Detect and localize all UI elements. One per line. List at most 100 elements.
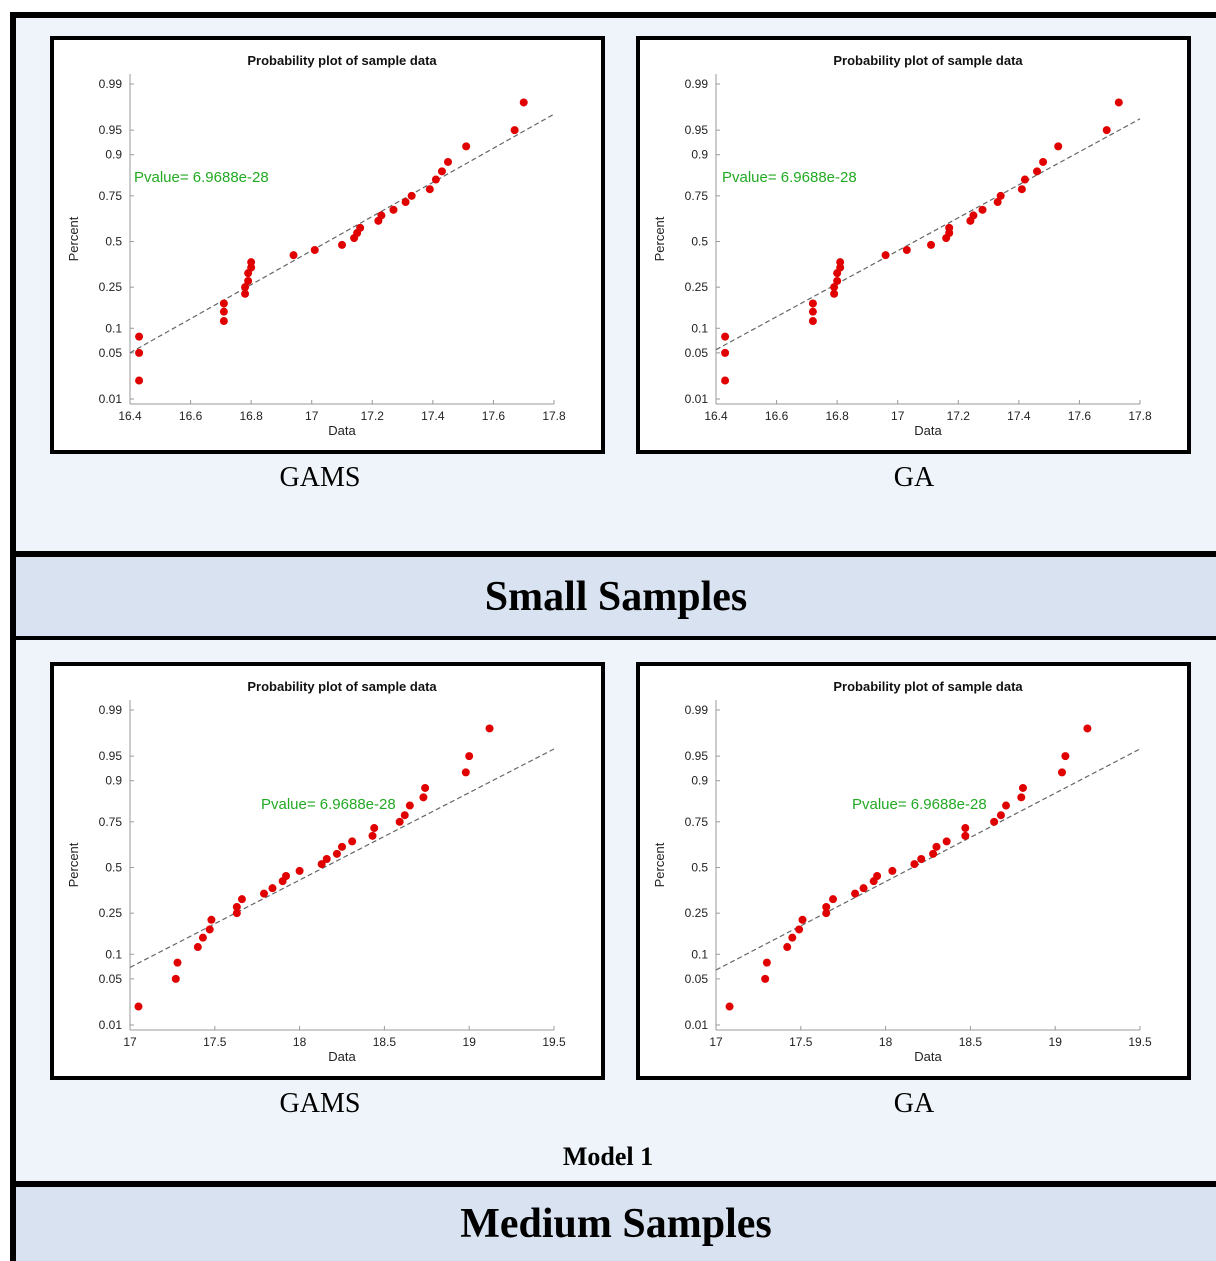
data-point <box>1114 98 1123 107</box>
y-tick-label: 0.25 <box>99 280 123 294</box>
x-tick-label: 16.6 <box>179 409 203 423</box>
x-tick-label: 17.2 <box>361 409 385 423</box>
x-tick-label: 17 <box>123 1035 137 1049</box>
probability-plot-small-gams: Probability plot of sample data 0.01 0.05 0… <box>66 53 566 438</box>
data-point <box>219 317 228 326</box>
data-point <box>431 175 440 184</box>
x-tick-label: 19 <box>463 1035 477 1049</box>
band-small-samples: Small Samples <box>10 551 1216 640</box>
y-tick-label: 0.25 <box>685 280 709 294</box>
caption-medium-ga: GA <box>893 1088 935 1119</box>
data-point <box>990 817 999 826</box>
data-point <box>232 902 241 911</box>
data-point <box>1054 142 1063 151</box>
data-point <box>377 211 386 220</box>
data-point <box>317 860 326 869</box>
x-tick-label: 19 <box>1049 1035 1063 1049</box>
fit-line <box>129 113 555 354</box>
data-point <box>851 889 860 898</box>
y-tick-label: 0.5 <box>105 861 122 875</box>
chart-panel-small-ga: Probability plot of sample data 0.01 0.05 0… <box>636 36 1191 454</box>
data-point <box>237 895 246 904</box>
y-tick-label: 0.1 <box>105 321 122 335</box>
data-point <box>932 842 941 851</box>
x-tick-label: 17 <box>891 409 905 423</box>
data-point <box>761 974 770 983</box>
y-axis-label: Percent <box>66 216 81 261</box>
data-point <box>205 925 214 934</box>
x-tick-label: 17.6 <box>482 409 506 423</box>
y-tick-label: 0.05 <box>99 346 123 360</box>
data-point <box>370 824 379 833</box>
x-tick-label: 18 <box>293 1035 307 1049</box>
x-tick-label: 16.4 <box>704 409 728 423</box>
y-axis-label: Percent <box>652 842 667 887</box>
x-tick-label: 19.5 <box>542 1035 566 1049</box>
y-tick-label: 0.5 <box>105 235 122 249</box>
data-point <box>822 902 831 911</box>
data-point <box>282 872 291 881</box>
y-tick-label: 0.75 <box>99 815 123 829</box>
data-point <box>927 240 936 249</box>
data-point <box>356 223 365 232</box>
data-point <box>400 811 409 820</box>
y-tick-label: 0.05 <box>99 972 123 986</box>
x-tick-label: 17 <box>709 1035 723 1049</box>
x-tick-label: 17.6 <box>1068 409 1092 423</box>
data-point <box>465 752 474 761</box>
data-point <box>873 872 882 881</box>
data-point <box>725 1002 734 1011</box>
data-point <box>1083 724 1092 733</box>
data-point <box>808 299 817 308</box>
data-point <box>917 854 926 863</box>
data-point <box>762 958 771 967</box>
data-point <box>1033 167 1042 176</box>
y-tick-label: 0.9 <box>105 774 122 788</box>
data-point <box>462 142 471 151</box>
x-axis-label: Data <box>328 1049 356 1064</box>
y-tick-label: 0.99 <box>99 77 123 91</box>
data-point <box>219 307 228 316</box>
probability-plot-small-ga: Probability plot of sample data 0.01 0.05 0… <box>652 53 1152 438</box>
chart-panel-small-gams: Probability plot of sample data 0.01 0.05 0… <box>50 36 605 454</box>
data-point <box>461 768 470 777</box>
data-point <box>134 1002 143 1011</box>
data-point <box>193 943 202 952</box>
data-point <box>310 246 319 255</box>
data-point <box>993 198 1002 207</box>
data-point <box>829 895 838 904</box>
data-point <box>173 958 182 967</box>
fit-line <box>129 748 555 968</box>
data-point <box>135 376 144 385</box>
data-point <box>485 724 494 733</box>
data-point <box>978 205 987 214</box>
data-point <box>241 289 250 298</box>
pvalue-annotation: Pvalue= 6.9688e-28 <box>852 796 987 813</box>
y-tick-label: 0.9 <box>691 148 708 162</box>
y-tick-label: 0.01 <box>685 1018 709 1032</box>
y-tick-label: 0.1 <box>105 947 122 961</box>
data-point <box>961 831 970 840</box>
y-tick-label: 0.25 <box>685 906 709 920</box>
y-tick-label: 0.95 <box>99 749 123 763</box>
pvalue-annotation: Pvalue= 6.9688e-28 <box>261 796 396 813</box>
data-point <box>822 909 831 918</box>
x-tick-label: 18 <box>879 1035 893 1049</box>
data-point <box>259 889 268 898</box>
data-point <box>910 860 919 869</box>
x-tick-label: 16.8 <box>825 409 849 423</box>
data-point <box>833 276 842 285</box>
x-tick-label: 18.5 <box>373 1035 397 1049</box>
data-point <box>389 205 398 214</box>
data-point <box>830 283 839 292</box>
data-point <box>859 884 868 893</box>
data-point <box>295 866 304 875</box>
data-point <box>783 943 792 952</box>
data-point <box>721 376 730 385</box>
y-axis-label: Percent <box>652 216 667 261</box>
data-point <box>519 98 528 107</box>
caption-small-ga: GA <box>893 462 935 493</box>
y-tick-label: 0.1 <box>691 321 708 335</box>
data-point <box>171 974 180 983</box>
x-tick-label: 17.5 <box>203 1035 227 1049</box>
